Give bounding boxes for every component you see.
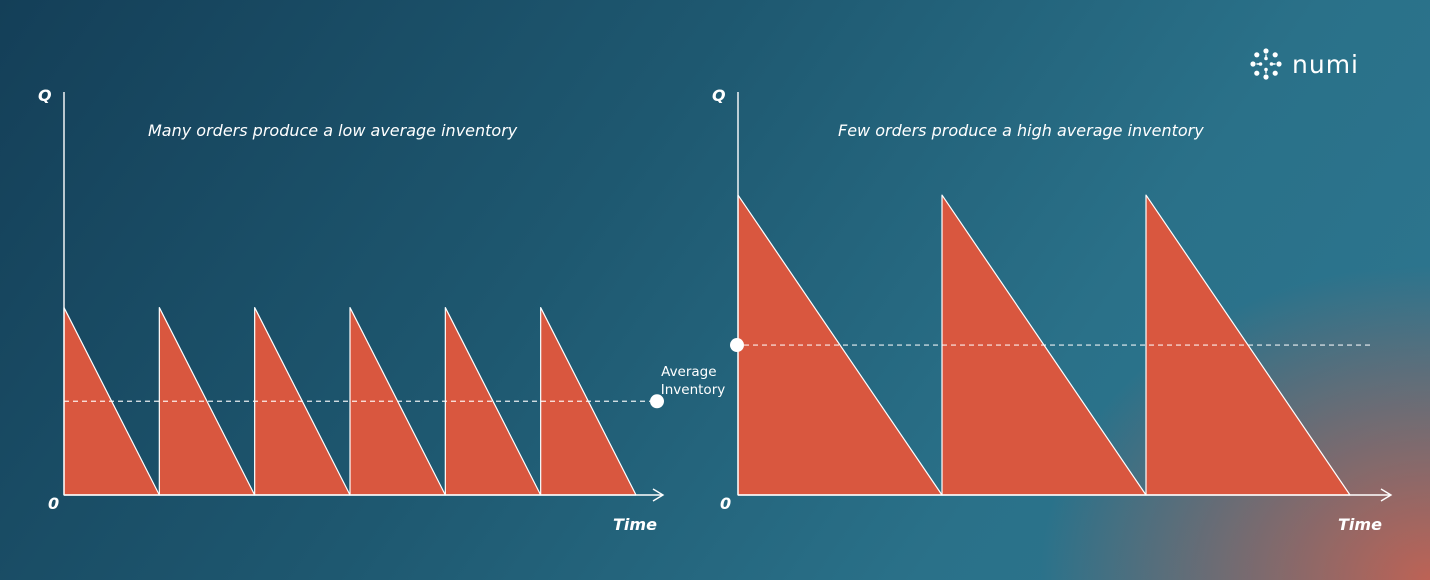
brand-name: numi [1292,50,1359,79]
panel-few-orders: Q 0 Time Few orders produce a high avera… [712,86,1393,534]
numi-logo-icon [1250,48,1282,80]
x-axis-arrow-right [1380,488,1393,502]
x-axis-label-left: Time [613,515,657,534]
average-inventory-label-line-2: Inventory [661,382,725,398]
y-axis-label-left: Q [38,86,52,105]
x-axis-arrow-left [652,488,665,502]
panel-title-right: Few orders produce a high average invent… [838,121,1204,140]
x-axis-label-right: Time [1338,515,1382,534]
average-inventory-label-line-1: Average [661,364,716,380]
y-axis-label-right: Q [712,86,726,105]
panel-many-orders: Q 0 Time Many orders produce a low avera… [38,86,665,534]
average-marker-left [650,394,664,409]
origin-label-right: 0 [720,494,731,513]
origin-label-left: 0 [48,494,59,513]
brand-logo: numi [1250,48,1359,80]
average-marker-right [730,338,744,353]
average-inventory-label: Average Inventory [661,364,725,398]
sawtooth-order-1 [737,194,943,496]
panel-title-left: Many orders produce a low average invent… [148,121,518,140]
